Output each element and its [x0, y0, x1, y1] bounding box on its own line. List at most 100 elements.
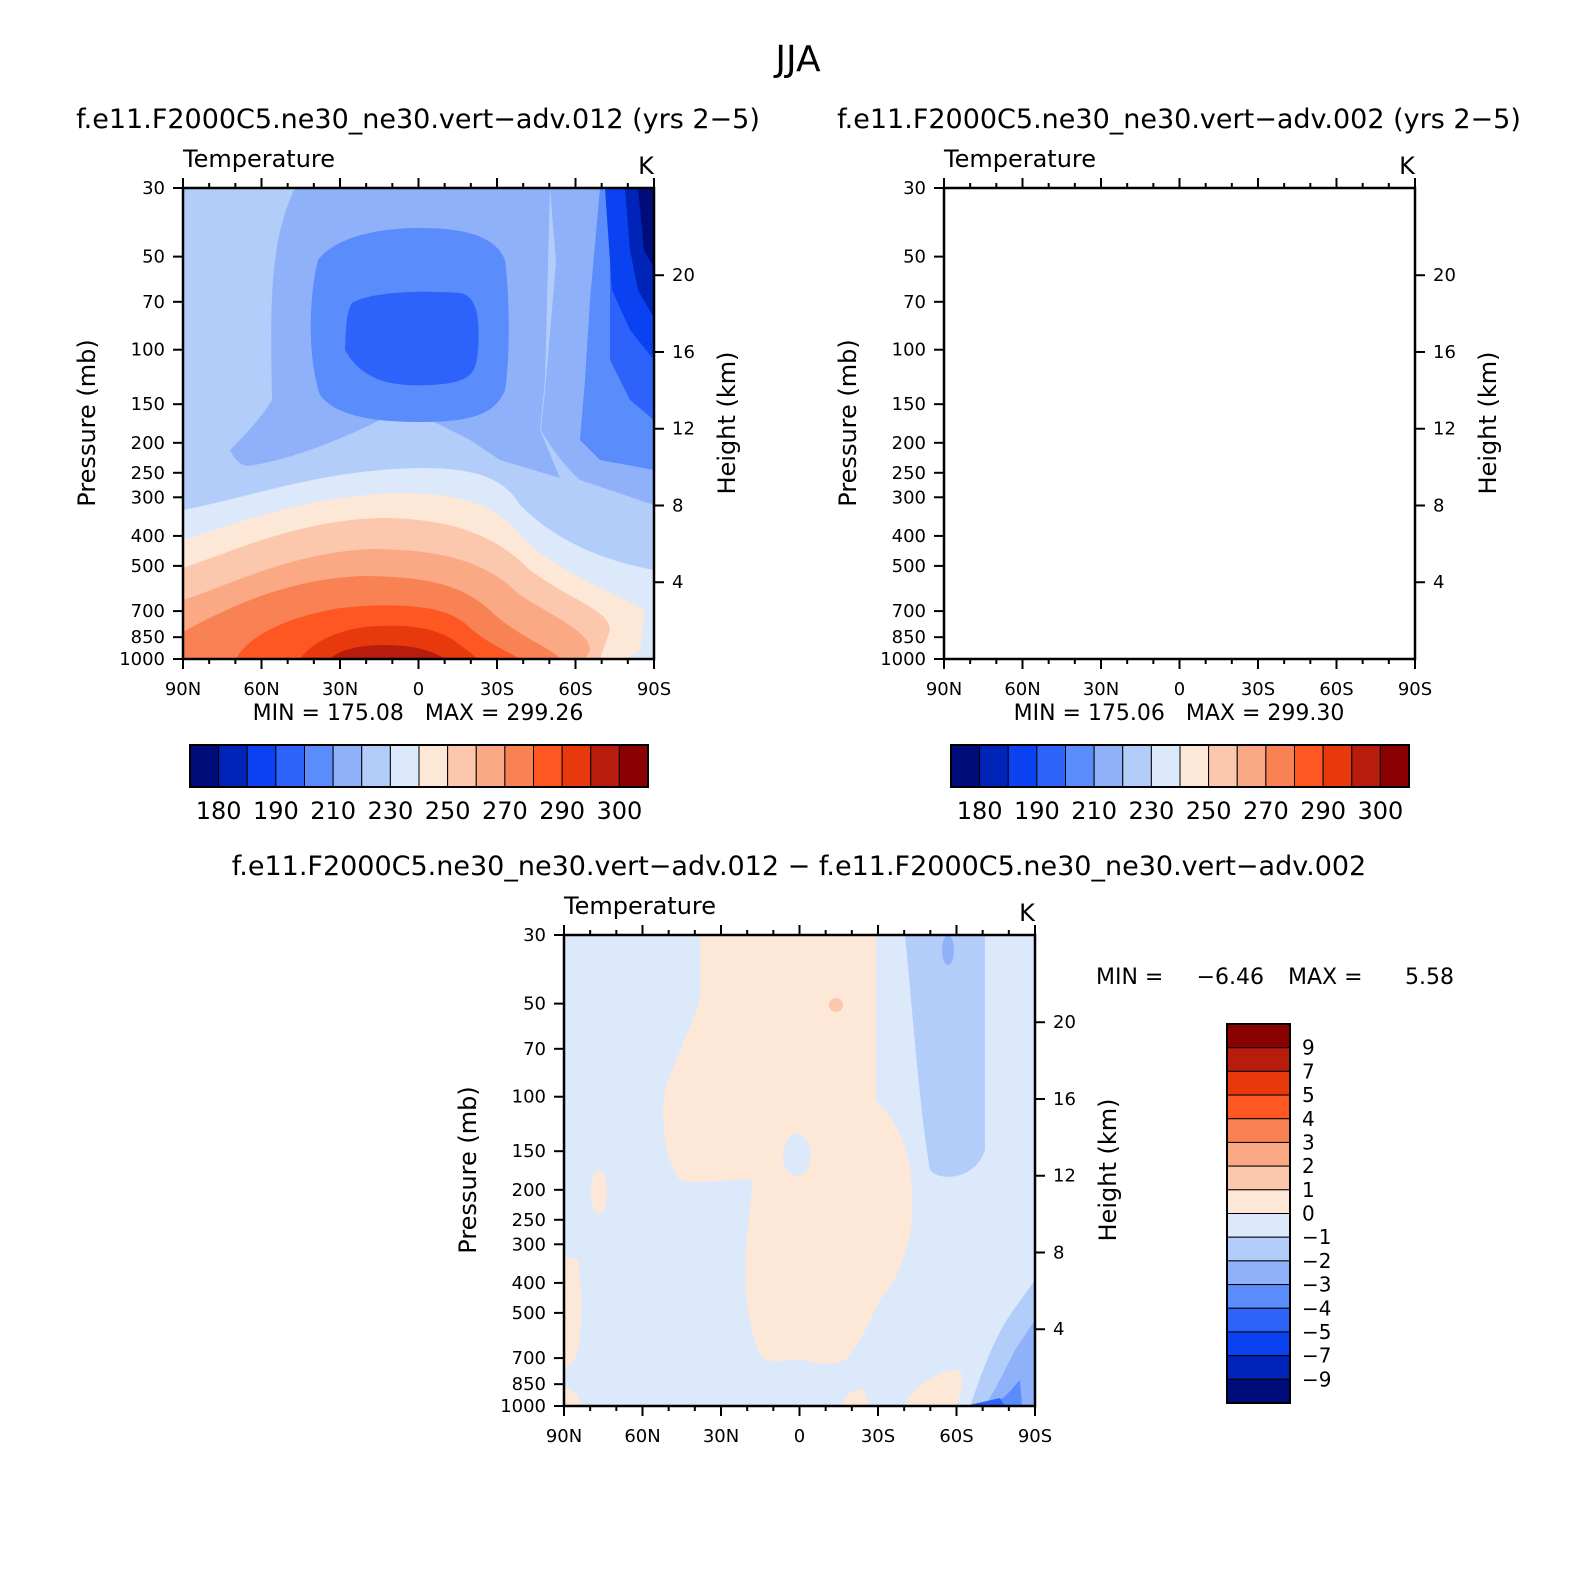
panel-3-min-label: MIN = — [1096, 965, 1163, 990]
contour-band — [829, 998, 843, 1012]
panel-1-units-label: K — [638, 152, 655, 180]
y-tick-label: 30 — [903, 178, 926, 199]
y-tick-label: 50 — [903, 247, 926, 268]
panel-2-min-max: MIN = 175.06 MAX = 299.30 — [1014, 701, 1345, 726]
colorbar-swatch — [1226, 1165, 1291, 1191]
colorbar-label: 4 — [1302, 1107, 1315, 1131]
height-tick-label: 16 — [672, 342, 695, 363]
contour-band — [944, 188, 1415, 659]
y-tick-label: 150 — [892, 394, 926, 415]
panel-1-y-right-axis-label: Height (km) — [713, 352, 741, 495]
colorbar-swatch — [418, 744, 449, 788]
colorbar-swatch — [1093, 744, 1124, 788]
colorbar-label: −1 — [1302, 1225, 1331, 1249]
x-tick-label: 90N — [546, 1426, 582, 1447]
colorbar-swatch — [1294, 744, 1324, 788]
x-tick-label: 90S — [1018, 1426, 1052, 1447]
colorbar-swatch — [590, 744, 620, 788]
y-tick-label: 700 — [131, 601, 165, 622]
colorbar-label: 270 — [482, 797, 528, 825]
contour-band — [310, 188, 654, 470]
y-tick-label: 700 — [512, 1348, 546, 1369]
contour-band — [985, 1320, 1035, 1406]
x-tick-label: 90S — [1398, 679, 1432, 700]
panel-3-y-right-axis-label: Height (km) — [1094, 1099, 1122, 1242]
x-tick-label: 30S — [1241, 679, 1275, 700]
colorbar-swatch — [1265, 744, 1295, 788]
contour-band — [330, 645, 445, 659]
colorbar-label: 2 — [1302, 1154, 1315, 1178]
colorbar-swatch — [332, 744, 363, 788]
colorbar-swatch — [1226, 1307, 1291, 1333]
colorbar-swatch — [1379, 744, 1410, 788]
colorbar-label: 190 — [253, 797, 299, 825]
panel-3: f.e11.F2000C5.ne30_ne30.vert−adv.012 − f… — [232, 851, 1454, 1447]
x-tick-label: 60S — [1319, 679, 1353, 700]
x-tick-label: 30N — [322, 679, 358, 700]
y-tick-label: 300 — [892, 487, 926, 508]
y-tick-label: 30 — [523, 925, 546, 946]
colorbar-label: 290 — [1300, 797, 1346, 825]
y-tick-label: 500 — [512, 1303, 546, 1324]
colorbar-swatch — [1226, 1023, 1291, 1049]
panel-1-y-axis-label: Pressure (mb) — [73, 339, 101, 506]
contour-band — [840, 1389, 868, 1406]
panel-1: f.e11.F2000C5.ne30_ne30.vert−adv.012 (yr… — [73, 104, 760, 825]
colorbar-label: −7 — [1302, 1344, 1331, 1368]
colorbar-swatch — [447, 744, 477, 788]
colorbar-swatch — [1208, 744, 1238, 788]
height-tick-label: 20 — [1433, 265, 1456, 286]
colorbar-label: 290 — [539, 797, 585, 825]
colorbar-label: 190 — [1014, 797, 1060, 825]
y-tick-label: 70 — [523, 1039, 546, 1060]
x-tick-label: 60N — [1004, 679, 1040, 700]
contour-band — [638, 188, 654, 268]
colorbar-label: 9 — [1302, 1036, 1315, 1060]
panel-2: f.e11.F2000C5.ne30_ne30.vert−adv.002 (yr… — [834, 104, 1521, 825]
colorbar-label: −3 — [1302, 1273, 1331, 1297]
contour-band — [783, 1134, 811, 1176]
contour-band — [905, 935, 985, 1177]
x-tick-label: 90N — [165, 679, 201, 700]
colorbar-swatch — [950, 744, 981, 788]
colorbar-label: −9 — [1302, 1367, 1331, 1391]
panel-2-colorbar: 180 190 210 230 250 270 290 300 — [950, 744, 1410, 825]
y-tick-label: 100 — [512, 1087, 546, 1108]
panel-1-title: f.e11.F2000C5.ne30_ne30.vert−adv.012 (yr… — [76, 104, 760, 135]
y-tick-label: 500 — [892, 556, 926, 577]
contour-band — [944, 493, 1406, 659]
colorbar-swatch — [1065, 744, 1095, 788]
colorbar-swatch — [1036, 744, 1066, 788]
colorbar-swatch — [1226, 1331, 1291, 1357]
colorbar-swatch — [1226, 1118, 1291, 1143]
height-tick-label: 8 — [1053, 1242, 1064, 1263]
y-tick-label: 70 — [142, 292, 165, 313]
colorbar-swatch — [1236, 744, 1267, 788]
colorbar-label: 250 — [425, 797, 471, 825]
panel-2-axes: 90N 60N 30N 0 30S 60S 90S 30 50 70 100 150 200 250 300… — [880, 178, 1456, 700]
contour-band — [944, 549, 1351, 659]
panel-3-units-label: K — [1019, 899, 1036, 927]
colorbar-swatch — [1007, 744, 1038, 788]
x-tick-label: 30S — [861, 1426, 895, 1447]
x-tick-label: 60S — [558, 679, 592, 700]
panel-2-y-axis-label: Pressure (mb) — [834, 339, 862, 506]
panel-1-colorbar: 180 190 210 230 250 270 290 300 — [189, 744, 649, 825]
x-tick-label: 60N — [243, 679, 279, 700]
height-tick-label: 8 — [672, 495, 683, 516]
contour-band — [1386, 188, 1415, 318]
contour-band — [1091, 645, 1206, 659]
colorbar-swatch — [1226, 1260, 1291, 1286]
panel-1-variable-label: Temperature — [182, 145, 335, 173]
panel-1-contour-field — [183, 188, 654, 659]
colorbar-frame — [950, 744, 1410, 788]
colorbar-label: 250 — [1186, 797, 1232, 825]
contour-band — [591, 1170, 607, 1214]
y-tick-label: 250 — [892, 463, 926, 484]
contour-band — [1061, 626, 1239, 659]
colorbar-swatch — [1226, 1284, 1291, 1309]
y-tick-label: 70 — [903, 292, 926, 313]
colorbar-label: 300 — [596, 797, 642, 825]
panel-3-title: f.e11.F2000C5.ne30_ne30.vert−adv.012 − f… — [232, 851, 1367, 882]
